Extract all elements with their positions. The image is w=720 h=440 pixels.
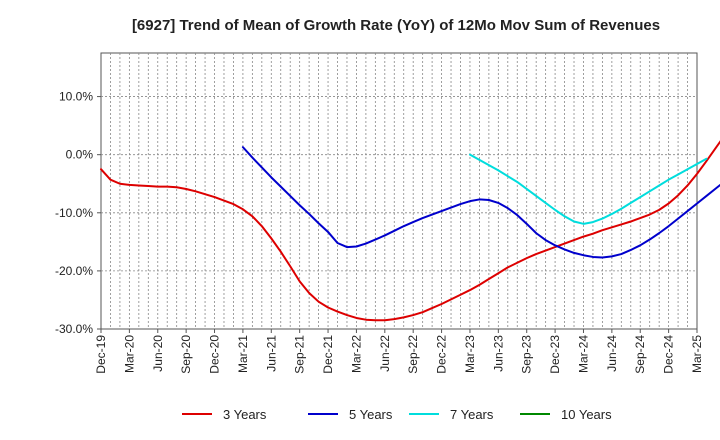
x-tick-label: Dec-19 — [94, 335, 108, 374]
y-tick-label: 0.0% — [66, 148, 94, 162]
series-line-3-years — [100, 140, 720, 322]
chart-title: [6927] Trend of Mean of Growth Rate (YoY… — [132, 17, 660, 34]
x-tick-label: Sep-23 — [520, 335, 534, 374]
x-tick-label: Mar-23 — [463, 335, 477, 373]
x-tick-label: Dec-24 — [662, 335, 676, 374]
x-tick-label: Sep-21 — [293, 335, 307, 374]
series-line-5-years — [241, 146, 720, 259]
x-tick-label: Sep-22 — [406, 335, 420, 374]
x-tick-label: Dec-20 — [208, 335, 222, 374]
x-tick-label: Jun-21 — [264, 335, 278, 372]
x-tick-label: Sep-24 — [633, 335, 647, 374]
y-tick-label: -10.0% — [55, 206, 93, 220]
x-tick-label: Mar-20 — [122, 335, 136, 373]
x-tick-label: Jun-23 — [491, 335, 505, 372]
x-tick-label: Dec-23 — [548, 335, 562, 374]
legend-label-3-years: 3 Years — [223, 407, 267, 422]
x-tick-label: Dec-21 — [321, 335, 335, 374]
y-axis: 10.0% 0.0% -10.0% -20.0% -30.0% — [55, 90, 101, 336]
x-axis: Dec-19 Mar-20 Jun-20 Sep-20 Dec-20 Mar-21 Jun-… — [94, 329, 704, 374]
series-layer — [100, 140, 720, 322]
x-tick-label: Mar-22 — [349, 335, 363, 373]
y-tick-label: -20.0% — [55, 264, 93, 278]
legend-label-10-years: 10 Years — [561, 407, 612, 422]
x-tick-label: Dec-22 — [435, 335, 449, 374]
y-tick-label: -30.0% — [55, 322, 93, 336]
x-tick-label: Jun-20 — [151, 335, 165, 372]
x-tick-label: Mar-21 — [236, 335, 250, 373]
plot-area — [100, 52, 698, 330]
x-tick-label: Jun-24 — [605, 335, 619, 372]
legend-label-7-years: 7 Years — [450, 407, 494, 422]
legend-label-5-years: 5 Years — [349, 407, 393, 422]
series-line-7-years — [468, 153, 708, 225]
x-tick-label: Sep-20 — [179, 335, 193, 374]
x-tick-label: Mar-24 — [576, 335, 590, 373]
x-tick-label: Mar-25 — [690, 335, 704, 373]
y-tick-label: 10.0% — [59, 90, 93, 104]
x-tick-label: Jun-22 — [378, 335, 392, 372]
legend: 3 Years 5 Years 7 Years 10 Years — [182, 407, 612, 422]
